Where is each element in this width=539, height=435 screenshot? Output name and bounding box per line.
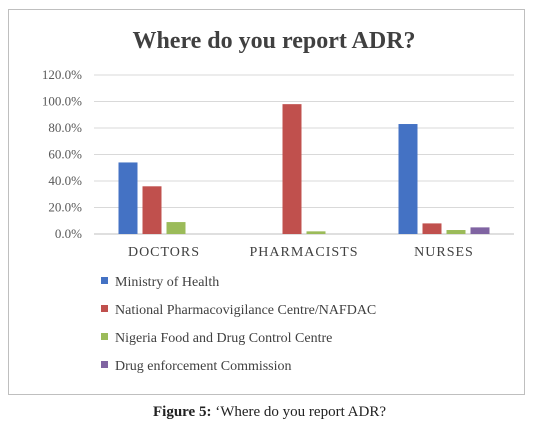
legend-swatch	[101, 277, 108, 284]
bar-nurses-series-1	[398, 124, 418, 234]
bar-nurses-series-4	[470, 227, 490, 234]
y-tick-label: 80.0%	[48, 120, 82, 135]
x-axis-labels: DOCTORS PHARMACISTS NURSES	[128, 245, 474, 260]
legend-entry: National Pharmacovigilance Centre/NAFDAC	[115, 303, 376, 318]
bar-doctors-series-3	[166, 222, 186, 234]
legend-swatch	[101, 305, 108, 312]
bars	[118, 104, 490, 235]
bar-doctors-series-1	[118, 162, 138, 234]
y-tick-label: 40.0%	[48, 173, 82, 188]
legend-swatch	[101, 333, 108, 340]
gridlines	[94, 74, 514, 235]
bar-pharmacists-series-3	[306, 231, 326, 234]
x-category-label: PHARMACISTS	[249, 245, 358, 260]
figure-caption: Figure 5: ‘Where do you report ADR?	[0, 404, 539, 421]
y-tick-label: 100.0%	[42, 94, 82, 109]
y-tick-label: 0.0%	[55, 226, 82, 241]
caption-label: Figure 5:	[153, 404, 212, 420]
caption-text: ‘Where do you report ADR?	[215, 404, 386, 420]
chart-title: Where do you report ADR?	[132, 28, 415, 54]
x-category-label: NURSES	[414, 245, 474, 260]
legend-entry: Ministry of Health	[115, 275, 219, 290]
bar-nurses-series-3	[446, 230, 466, 234]
chart-svg: Where do you report ADR? 0.0% 20.0% 40.0% 6…	[42, 28, 514, 374]
bar-doctors-series-2	[142, 186, 162, 234]
y-tick-label: 120.0%	[42, 67, 82, 82]
chart-frame: Where do you report ADR? 0.0% 20.0% 40.0% 6…	[8, 9, 525, 395]
legend-entry: Drug enforcement Commission	[115, 359, 292, 374]
x-category-label: DOCTORS	[128, 245, 200, 260]
bar-pharmacists-series-2	[282, 104, 302, 235]
bar-nurses-series-2	[422, 223, 442, 234]
legend: Ministry of Health National Pharmacovigil…	[101, 275, 376, 374]
legend-entry: Nigeria Food and Drug Control Centre	[115, 331, 332, 346]
y-axis-ticks: 0.0% 20.0% 40.0% 60.0% 80.0% 100.0% 120.0%	[42, 67, 82, 241]
y-tick-label: 60.0%	[48, 147, 82, 162]
legend-swatch	[101, 361, 108, 368]
y-tick-label: 20.0%	[48, 200, 82, 215]
